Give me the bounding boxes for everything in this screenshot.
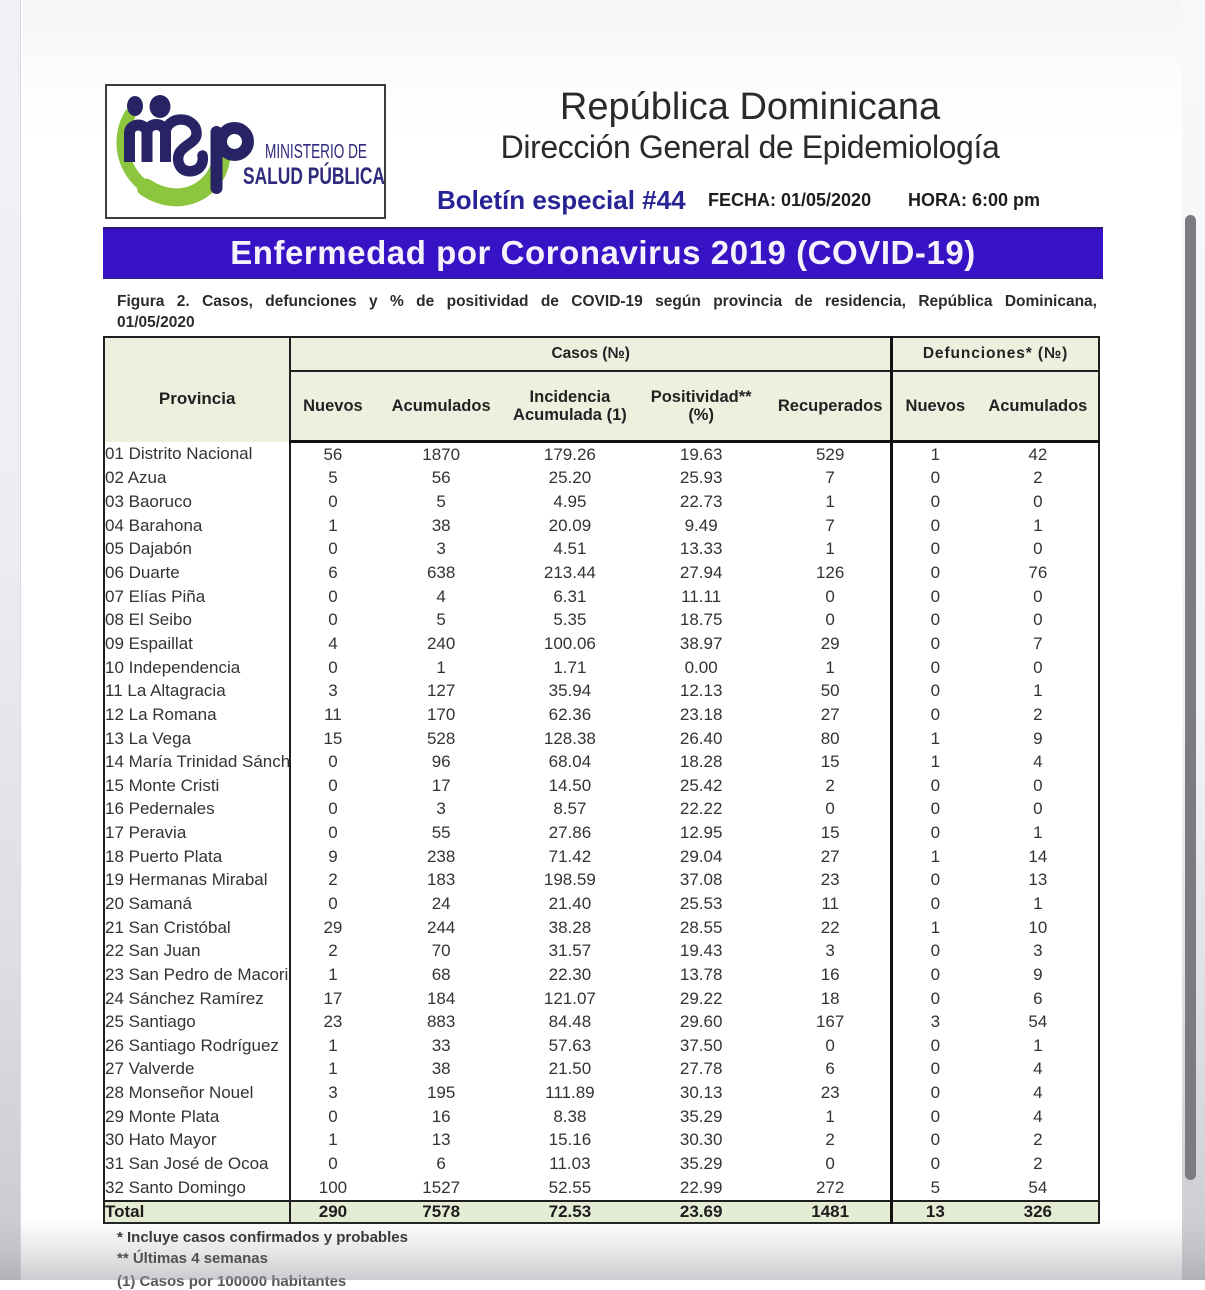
svg-text:MINISTERIO DE: MINISTERIO DE — [265, 141, 367, 163]
svg-text:SALUD PÚBLICA: SALUD PÚBLICA — [243, 162, 384, 190]
